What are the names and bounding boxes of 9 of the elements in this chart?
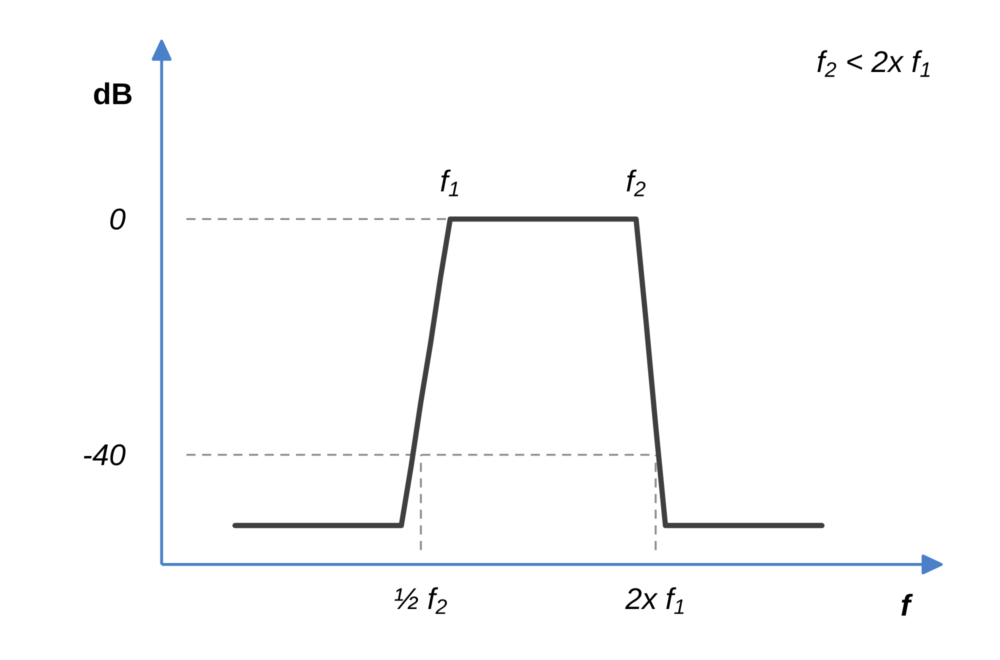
annotation: f$_{2}$ xyxy=(626,169,646,196)
annotation: f$_{1}$ xyxy=(440,169,458,196)
x-tick-label: ½ f$_{2}$ xyxy=(394,587,447,614)
y-axis-title: dB xyxy=(94,82,132,104)
y-tick-label: 0 xyxy=(110,208,126,230)
x-tick-label: 2x f$_{1}$ xyxy=(625,587,684,614)
x-axis-title: f xyxy=(902,594,913,616)
y-tick-label: -40 xyxy=(84,444,126,466)
annotation: f$_{2}$ < 2x f$_{1}$ xyxy=(817,50,930,77)
